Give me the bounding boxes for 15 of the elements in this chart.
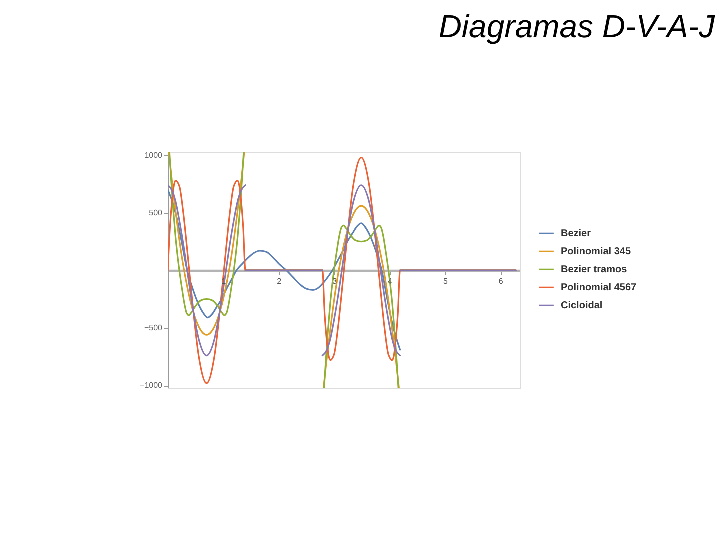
chart-title: Diagramas D-V-A-J: [438, 8, 716, 44]
legend-label: Bezier: [561, 228, 592, 240]
x-tick-label: 2: [277, 277, 282, 286]
legend-label: Polinomial 345: [561, 246, 632, 258]
x-tick-label: 6: [498, 277, 504, 286]
y-tick-label: 1000: [144, 150, 164, 160]
legend-label: Polinomial 4567: [561, 282, 638, 294]
x-tick-label: 1: [222, 277, 227, 286]
x-tick-label: 5: [443, 277, 448, 286]
y-tick-label: −1000: [140, 381, 164, 390]
y-tick-label: −500: [144, 324, 164, 333]
line-series: [168, 189, 402, 351]
legend-label: Bezier tramos: [561, 264, 628, 276]
y-tick-label: 500: [149, 208, 164, 218]
legend-label: Cicloidal: [561, 300, 603, 312]
